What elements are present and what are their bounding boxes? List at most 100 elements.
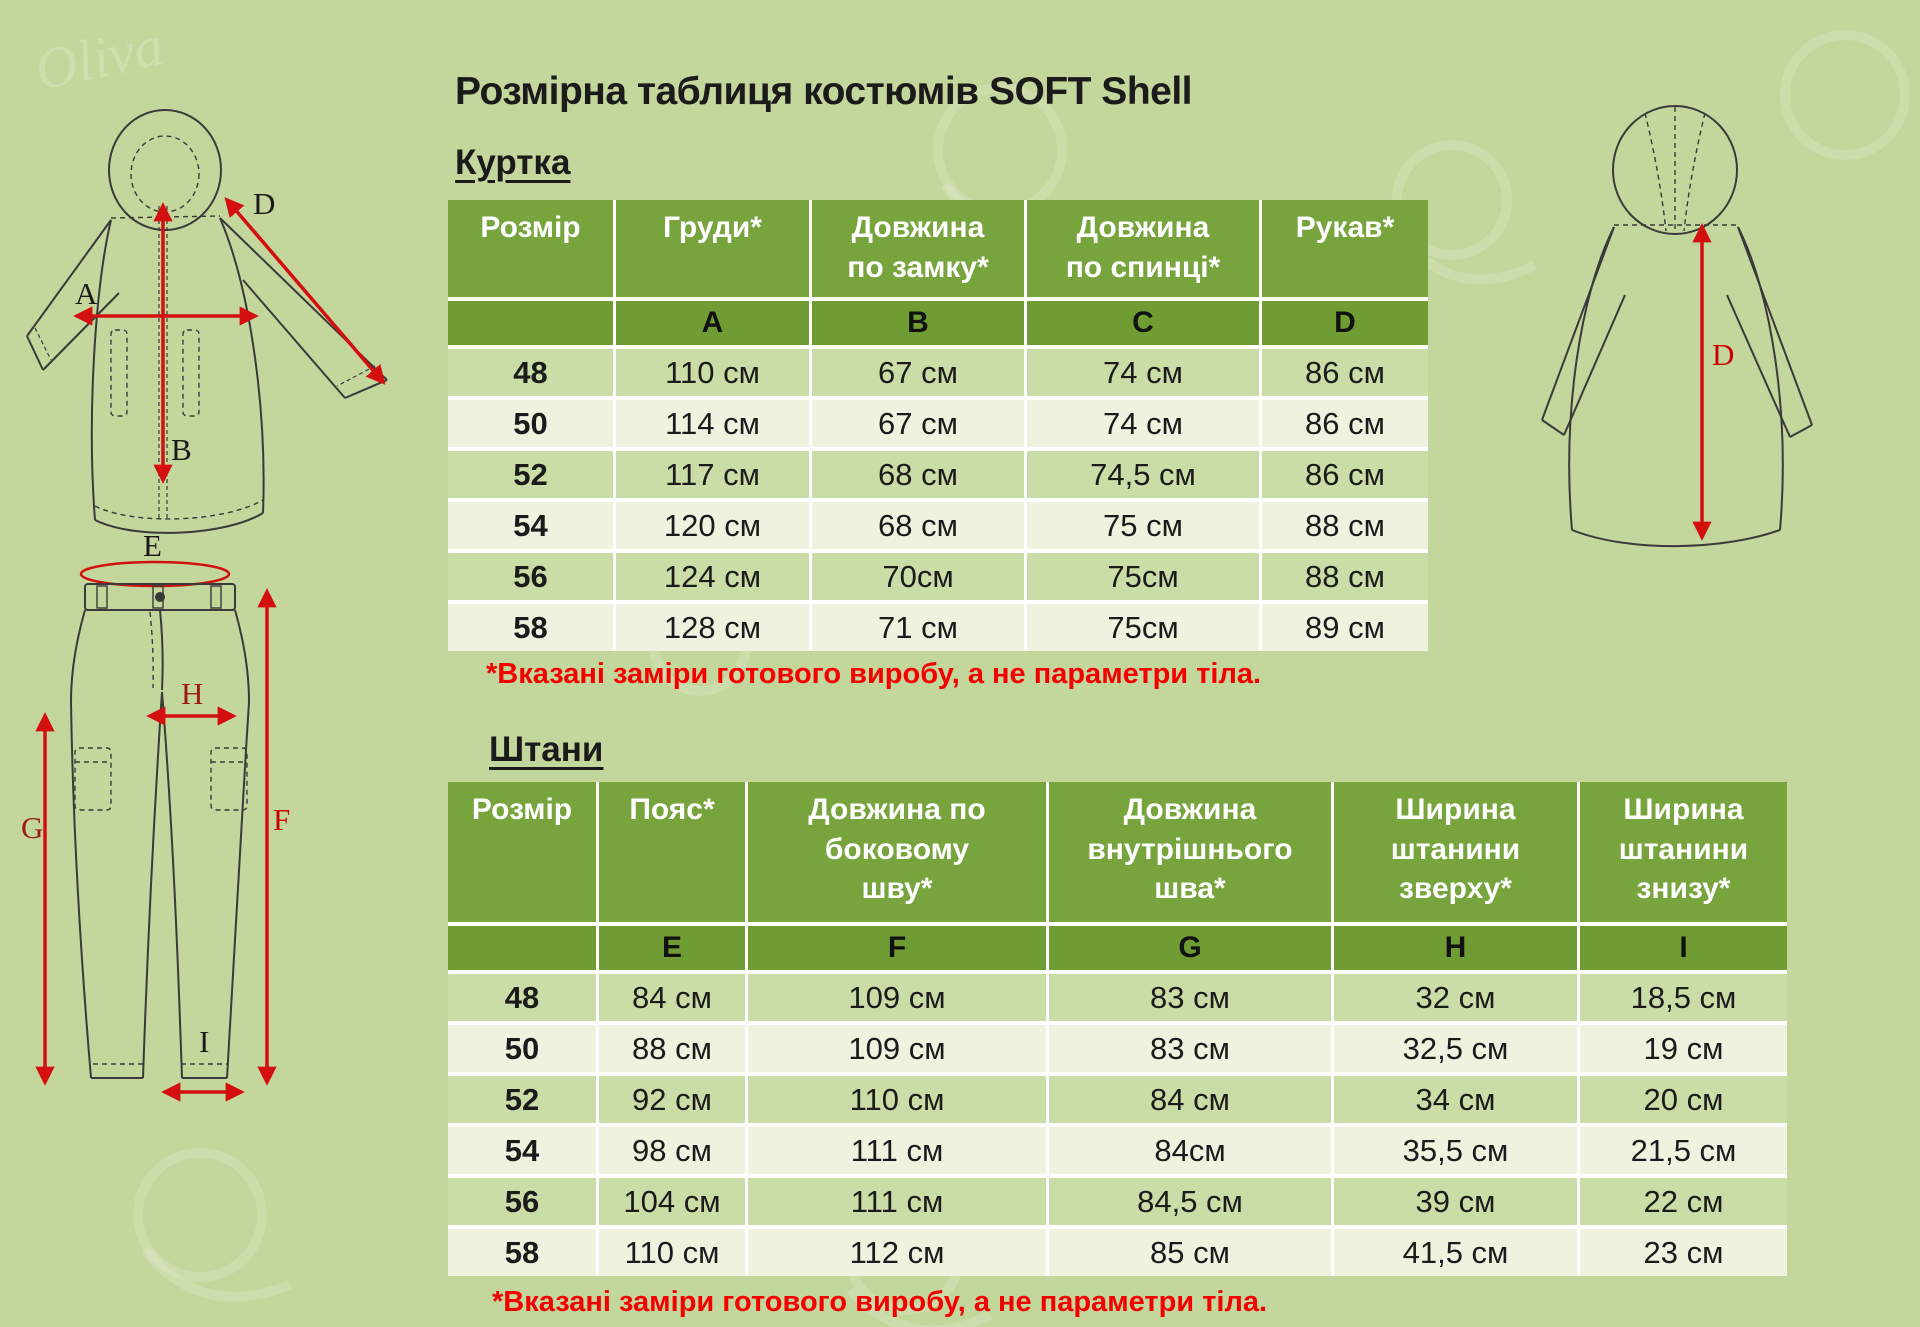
pants-value-cell: 84 см (599, 974, 745, 1021)
jacket-letter-cell: B (812, 301, 1024, 345)
pants-measure-note: *Вказані заміри готового виробу, а не па… (492, 1286, 1268, 1318)
jacket-value-cell: 88 см (1262, 502, 1428, 549)
pants-col-header: Довжина по боковому шву* (748, 782, 1046, 922)
pants-diagram: E H G F I (21, 530, 290, 1102)
pants-col-header: Ширина штанини зверху* (1334, 782, 1577, 922)
pants-value-cell: 92 см (599, 1076, 745, 1123)
jacket-size-cell: 52 (448, 451, 613, 498)
jacket-value-cell: 86 см (1262, 349, 1428, 396)
pants-size-cell: 56 (448, 1178, 596, 1225)
pants-letter-cell: G (1049, 926, 1331, 970)
pants-value-cell: 84см (1049, 1127, 1331, 1174)
jacket-value-cell: 110 см (616, 349, 809, 396)
pants-size-cell: 54 (448, 1127, 596, 1174)
pants-value-cell: 111 см (748, 1127, 1046, 1174)
jacket-value-cell: 88 см (1262, 553, 1428, 600)
pants-letter-cell: F (748, 926, 1046, 970)
jacket-value-cell: 128 см (616, 604, 809, 651)
jacket-letter-cell: A (616, 301, 809, 345)
jacket-value-cell: 86 см (1262, 400, 1428, 447)
jacket-section-heading: Куртка (455, 143, 571, 182)
pants-value-cell: 41,5 см (1334, 1229, 1577, 1276)
jacket-size-table: Розмір Груди* Довжина по замку* Довжина … (448, 200, 1428, 651)
pants-size-cell: 48 (448, 974, 596, 1021)
jacket-size-cell: 50 (448, 400, 613, 447)
pants-col-header: Ширина штанини знизу* (1580, 782, 1787, 922)
jacket-size-cell: 58 (448, 604, 613, 651)
pants-letter-cell: E (599, 926, 745, 970)
jacket-value-cell: 74 см (1027, 349, 1259, 396)
pants-value-cell: 35,5 см (1334, 1127, 1577, 1174)
jacket-back-diagram: D (1541, 105, 1813, 548)
pants-value-cell: 19 см (1580, 1025, 1787, 1072)
jacket-value-cell: 68 см (812, 502, 1024, 549)
pants-value-cell: 84,5 см (1049, 1178, 1331, 1225)
pants-value-cell: 98 см (599, 1127, 745, 1174)
pants-size-cell: 52 (448, 1076, 596, 1123)
jacket-value-cell: 124 см (616, 553, 809, 600)
jacket-size-cell: 54 (448, 502, 613, 549)
pants-value-cell: 18,5 см (1580, 974, 1787, 1021)
pants-value-cell: 111 см (748, 1178, 1046, 1225)
measure-label-f: F (273, 802, 290, 837)
jacket-value-cell: 74 см (1027, 400, 1259, 447)
pants-value-cell: 110 см (748, 1076, 1046, 1123)
jacket-value-cell: 114 см (616, 400, 809, 447)
jacket-col-header: Довжина по спинці* (1027, 200, 1259, 297)
jacket-value-cell: 75см (1027, 604, 1259, 651)
pants-value-cell: 104 см (599, 1178, 745, 1225)
pants-size-cell: 50 (448, 1025, 596, 1072)
jacket-value-cell: 75 см (1027, 502, 1259, 549)
jacket-value-cell: 86 см (1262, 451, 1428, 498)
pants-value-cell: 88 см (599, 1025, 745, 1072)
measure-label-h: H (181, 676, 203, 711)
jacket-value-cell: 74,5 см (1027, 451, 1259, 498)
jacket-col-header: Рукав* (1262, 200, 1428, 297)
pants-col-header: Пояс* (599, 782, 745, 922)
jacket-col-header: Довжина по замку* (812, 200, 1024, 297)
jacket-measure-note: *Вказані заміри готового виробу, а не па… (486, 658, 1262, 690)
jacket-value-cell: 71 см (812, 604, 1024, 651)
pants-letter-cell (448, 926, 596, 970)
jacket-value-cell: 75см (1027, 553, 1259, 600)
jacket-letter-cell: C (1027, 301, 1259, 345)
pants-value-cell: 112 см (748, 1229, 1046, 1276)
pants-value-cell: 110 см (599, 1229, 745, 1276)
pants-value-cell: 39 см (1334, 1178, 1577, 1225)
pants-value-cell: 34 см (1334, 1076, 1577, 1123)
pants-value-cell: 20 см (1580, 1076, 1787, 1123)
measure-label-d-front: D (253, 186, 275, 221)
pants-value-cell: 22 см (1580, 1178, 1787, 1225)
pants-value-cell: 109 см (748, 1025, 1046, 1072)
jacket-value-cell: 120 см (616, 502, 809, 549)
jacket-front-diagram: A B D (26, 109, 388, 534)
measure-label-e: E (143, 530, 162, 563)
measure-label-d-back: D (1712, 337, 1734, 372)
jacket-value-cell: 117 см (616, 451, 809, 498)
pants-size-cell: 58 (448, 1229, 596, 1276)
measure-label-i: I (199, 1024, 209, 1059)
jacket-letter-cell (448, 301, 613, 345)
jacket-value-cell: 67 см (812, 400, 1024, 447)
pants-value-cell: 21,5 см (1580, 1127, 1787, 1174)
jacket-size-cell: 48 (448, 349, 613, 396)
pants-value-cell: 83 см (1049, 1025, 1331, 1072)
page-title: Розмірна таблиця костюмів SOFT Shell (455, 70, 1193, 113)
pants-value-cell: 85 см (1049, 1229, 1331, 1276)
jacket-value-cell: 68 см (812, 451, 1024, 498)
jacket-col-header: Розмір (448, 200, 613, 297)
pants-value-cell: 23 см (1580, 1229, 1787, 1276)
pants-value-cell: 83 см (1049, 974, 1331, 1021)
pants-letter-cell: I (1580, 926, 1787, 970)
pants-value-cell: 32 см (1334, 974, 1577, 1021)
measure-label-a: A (75, 276, 98, 311)
jacket-value-cell: 70см (812, 553, 1024, 600)
pants-col-header: Розмір (448, 782, 596, 922)
measure-label-b: B (171, 432, 192, 467)
pants-size-table: Розмір Пояс* Довжина по боковому шву* До… (448, 782, 1787, 1276)
pants-value-cell: 84 см (1049, 1076, 1331, 1123)
jacket-size-cell: 56 (448, 553, 613, 600)
pants-col-header: Довжина внутрішнього шва* (1049, 782, 1331, 922)
pants-value-cell: 109 см (748, 974, 1046, 1021)
